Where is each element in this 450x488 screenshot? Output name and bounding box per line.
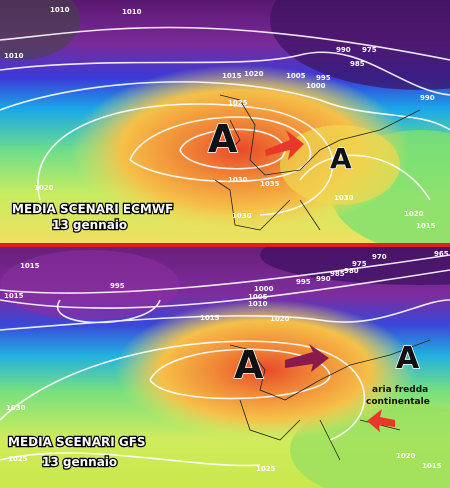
separator xyxy=(0,243,450,247)
isobar-label: 990 xyxy=(420,94,435,102)
isobar-label: 1015 xyxy=(200,314,220,322)
isobar-label: 1035 xyxy=(260,180,280,188)
isobar-label: 970 xyxy=(372,253,387,261)
high-pressure-label: A xyxy=(208,117,238,161)
isobar-label: 965 xyxy=(434,250,449,258)
isobar-label: 1020 xyxy=(270,315,290,323)
isobar-label: 1015 xyxy=(222,72,242,80)
isobar-label: 1015 xyxy=(422,462,442,470)
arrow xyxy=(285,344,329,372)
high-pressure-label: A xyxy=(234,343,264,387)
isobar-label: 975 xyxy=(352,260,367,268)
isobar-label: 995 xyxy=(110,282,125,290)
isobar-label: 1010 xyxy=(50,6,70,14)
arrow xyxy=(367,409,395,432)
map-ecmwf xyxy=(0,0,450,243)
isobar-label: 990 xyxy=(336,46,351,54)
isobar-label: 1020 xyxy=(244,70,264,78)
isobar-label: 995 xyxy=(296,278,311,286)
isobar-label: 1010 xyxy=(4,52,24,60)
isobar-label: 1030 xyxy=(228,176,248,184)
map-date: 13 gennaio xyxy=(42,455,117,469)
isobar-label: 985 xyxy=(350,60,365,68)
isobar-label: 1025 xyxy=(256,465,276,473)
isobar-label: 980 xyxy=(344,267,359,275)
isobar-label: 1030 xyxy=(334,194,354,202)
isobar-label: 975 xyxy=(362,46,377,54)
isobar-label: 1020 xyxy=(34,184,54,192)
isobar-label: 1010 xyxy=(248,300,268,308)
high-pressure-label: A xyxy=(330,142,352,175)
isobar-label: 1015 xyxy=(20,262,40,270)
isobar-label: 1005 xyxy=(286,72,306,80)
isobar-label: 1020 xyxy=(404,210,424,218)
isobar-label: 1030 xyxy=(6,404,26,412)
annotation: continentale xyxy=(366,397,430,407)
map-gfs xyxy=(0,247,450,488)
isobar-label: 1000 xyxy=(254,285,274,293)
map-date: 13 gennaio xyxy=(52,218,127,232)
map-title: MEDIA SCENARI ECMWF xyxy=(12,202,173,216)
isobar-label: 1020 xyxy=(396,452,416,460)
isobar-label: 1000 xyxy=(306,82,326,90)
isobar-label: 1025 xyxy=(8,455,28,463)
map-title: MEDIA SCENARI GFS xyxy=(8,435,146,449)
isobar-label: 1010 xyxy=(122,8,142,16)
isobar-label: 1015 xyxy=(4,292,24,300)
annotation: aria fredda xyxy=(372,385,428,395)
isobar-label: 985 xyxy=(330,270,345,278)
isobar-label: 1025 xyxy=(228,99,248,107)
arrow xyxy=(265,130,304,160)
isobar-label: 1030 xyxy=(232,212,252,220)
high-pressure-label: A xyxy=(396,341,420,376)
isobar-label: 1005 xyxy=(248,293,268,301)
isobar-label: 995 xyxy=(316,74,331,82)
isobar-label: 990 xyxy=(316,275,331,283)
isobar-label: 1015 xyxy=(416,222,436,230)
